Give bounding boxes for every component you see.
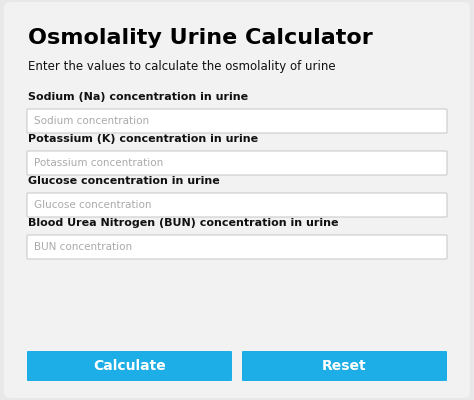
- Text: Glucose concentration in urine: Glucose concentration in urine: [28, 176, 220, 186]
- FancyBboxPatch shape: [27, 151, 447, 175]
- FancyBboxPatch shape: [242, 351, 447, 381]
- Text: BUN concentration: BUN concentration: [34, 242, 132, 252]
- Text: Reset: Reset: [322, 359, 367, 373]
- Text: Calculate: Calculate: [93, 359, 166, 373]
- Text: Enter the values to calculate the osmolality of urine: Enter the values to calculate the osmola…: [28, 60, 336, 73]
- FancyBboxPatch shape: [27, 193, 447, 217]
- FancyBboxPatch shape: [27, 351, 232, 381]
- Text: Sodium (Na) concentration in urine: Sodium (Na) concentration in urine: [28, 92, 248, 102]
- FancyBboxPatch shape: [27, 235, 447, 259]
- FancyBboxPatch shape: [27, 109, 447, 133]
- Text: Blood Urea Nitrogen (BUN) concentration in urine: Blood Urea Nitrogen (BUN) concentration …: [28, 218, 338, 228]
- FancyBboxPatch shape: [4, 2, 470, 398]
- Text: Potassium (K) concentration in urine: Potassium (K) concentration in urine: [28, 134, 258, 144]
- Text: Potassium concentration: Potassium concentration: [34, 158, 163, 168]
- Text: Glucose concentration: Glucose concentration: [34, 200, 152, 210]
- Text: Osmolality Urine Calculator: Osmolality Urine Calculator: [28, 28, 373, 48]
- Text: Sodium concentration: Sodium concentration: [34, 116, 149, 126]
